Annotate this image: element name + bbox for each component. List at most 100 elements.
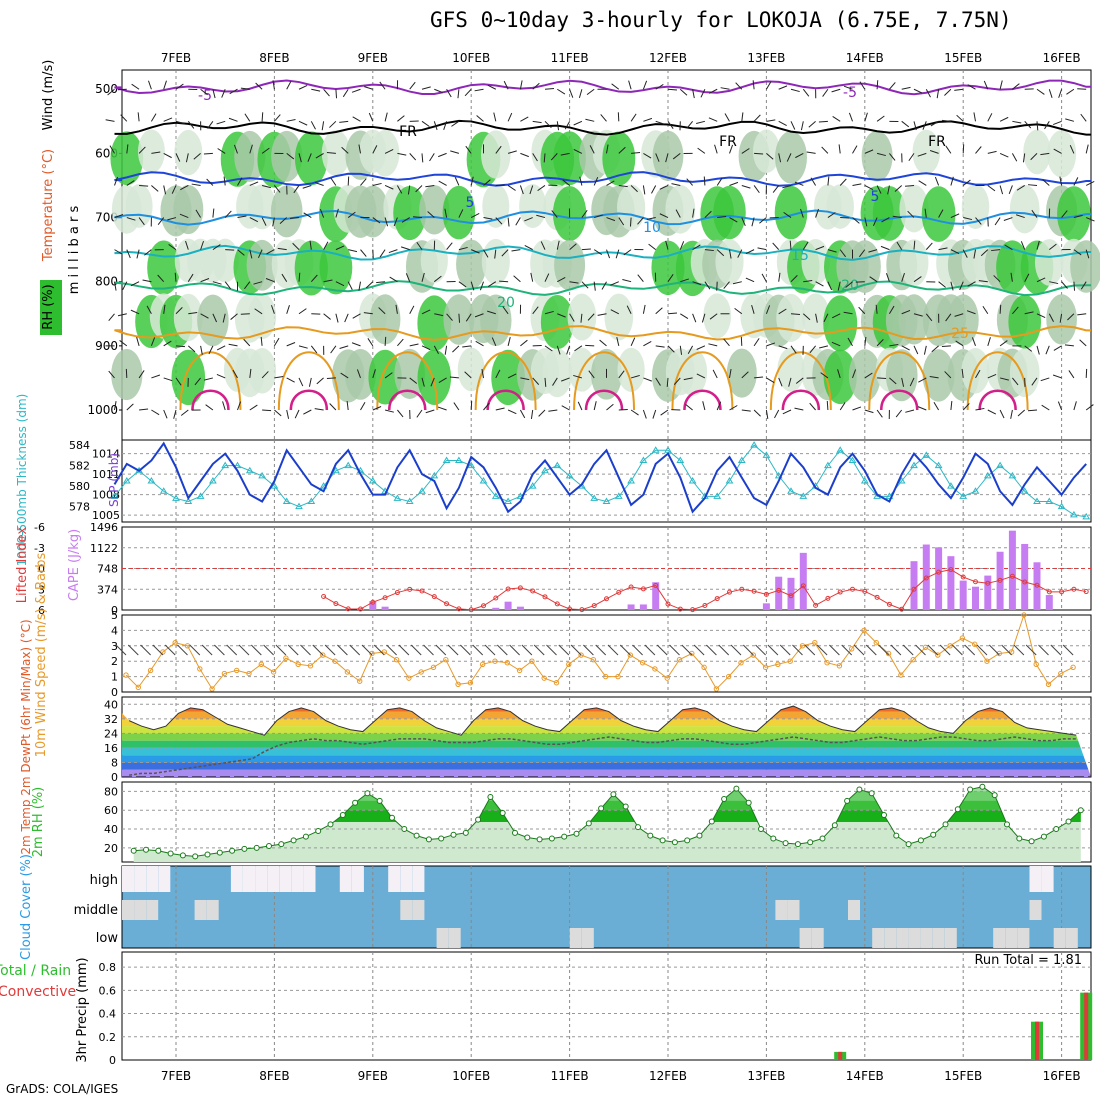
wind-barb	[389, 276, 398, 283]
surface-wind-barb	[435, 644, 447, 656]
cloud-gap	[787, 900, 800, 920]
rh-point	[401, 826, 408, 833]
wind-barb	[1016, 185, 1025, 191]
cloud-gap	[944, 928, 957, 948]
wind-barb	[790, 274, 798, 283]
wind-barb	[150, 113, 157, 122]
thickness-point	[147, 477, 156, 484]
li-point	[923, 575, 929, 581]
wind-point	[762, 664, 769, 671]
wind-barb	[458, 246, 468, 251]
wind-barb	[778, 120, 787, 126]
xtick-top-15FEB: 15FEB	[944, 51, 982, 65]
wind-barb	[672, 153, 681, 160]
rh-blob	[777, 347, 805, 392]
wind-barb	[630, 337, 636, 347]
wind-barb	[925, 242, 933, 250]
surface-wind-barb	[300, 644, 311, 656]
wind-point	[676, 656, 683, 663]
wind-barb	[589, 145, 595, 154]
wind-barb	[1085, 180, 1095, 186]
rh-blob	[996, 240, 1029, 294]
wind-barb	[126, 180, 135, 186]
wind-barb	[593, 401, 597, 411]
wind-point	[566, 661, 572, 667]
rh-point	[917, 837, 924, 844]
wind-point	[332, 658, 338, 664]
thickness-point	[565, 471, 574, 479]
wind-point	[307, 663, 314, 669]
wind-barb	[286, 81, 292, 90]
wind-barb	[308, 377, 312, 387]
thickness-point	[824, 461, 832, 469]
wind-barb	[524, 217, 533, 222]
wind-point	[234, 667, 240, 674]
surface-wind-barb	[250, 644, 262, 656]
rh-blob	[703, 293, 732, 339]
wind-barb	[815, 281, 824, 287]
li-point	[505, 586, 511, 592]
ytick-wind: 0	[111, 686, 118, 699]
yaxis-label-rh2m: 2m RH (%)	[31, 787, 46, 858]
wind-barb	[753, 409, 761, 417]
wind-barb	[261, 112, 264, 122]
wind-barb	[311, 88, 321, 92]
wind-barb	[945, 145, 952, 154]
rh-point	[352, 799, 359, 806]
wind-barb	[474, 88, 484, 92]
wind-barb	[938, 209, 944, 218]
wind-barb	[216, 373, 226, 379]
wind-barb	[1061, 281, 1068, 289]
rh-point	[499, 810, 506, 817]
wind-barb	[323, 241, 329, 250]
wind-barb	[1036, 313, 1046, 319]
wind-barb	[114, 281, 117, 291]
wind-barb	[907, 210, 915, 218]
wind-barb	[667, 345, 675, 353]
wind-barb	[458, 313, 461, 323]
ytick-cape: 748	[97, 563, 118, 576]
li-point	[628, 584, 634, 590]
ytick-precip: 0.8	[99, 961, 117, 974]
thickness-point	[122, 477, 131, 484]
wind-barb	[895, 409, 903, 418]
wind-barb	[212, 281, 222, 285]
wind-barb	[409, 81, 416, 90]
yaxis-label-precip: 3hr Precip (mm)	[75, 957, 90, 1062]
wind-barb	[495, 369, 501, 379]
wind-barb	[1040, 152, 1050, 156]
wind-barb	[150, 337, 156, 347]
thickness-point	[504, 497, 512, 504]
wind-barb	[1061, 210, 1068, 218]
cloud-gap	[775, 900, 788, 920]
wind-barb	[794, 181, 804, 186]
wind-barb	[323, 88, 330, 97]
thickness-point	[590, 494, 599, 501]
cloud-gap	[412, 900, 425, 920]
rh-blob	[344, 348, 377, 400]
cloud-gap	[1065, 928, 1078, 948]
thickness-point	[172, 494, 180, 501]
li-point	[530, 588, 536, 594]
wind-barb	[564, 121, 571, 130]
xtick-bottom-12FEB: 12FEB	[649, 1069, 687, 1083]
wind-barb	[1049, 281, 1059, 285]
surface-wind-barb	[619, 644, 631, 656]
wind-barb	[876, 409, 883, 418]
rh-point	[1028, 838, 1035, 845]
thickness-point	[688, 477, 697, 484]
cloud-gap	[581, 928, 594, 948]
wind-barb	[1067, 313, 1075, 321]
wind-point	[221, 670, 228, 677]
rh-point	[622, 803, 629, 810]
rh-point	[708, 818, 715, 825]
cloud-gap	[1005, 928, 1018, 948]
wind-barb	[185, 153, 189, 163]
wind-barb	[999, 80, 1003, 90]
wind-barb	[815, 208, 820, 218]
wind-barb	[962, 179, 971, 186]
ytick-cape: 1122	[90, 542, 118, 555]
thickness-point	[725, 477, 734, 484]
cloud-gap	[134, 900, 147, 920]
wind-barb	[1085, 249, 1090, 259]
